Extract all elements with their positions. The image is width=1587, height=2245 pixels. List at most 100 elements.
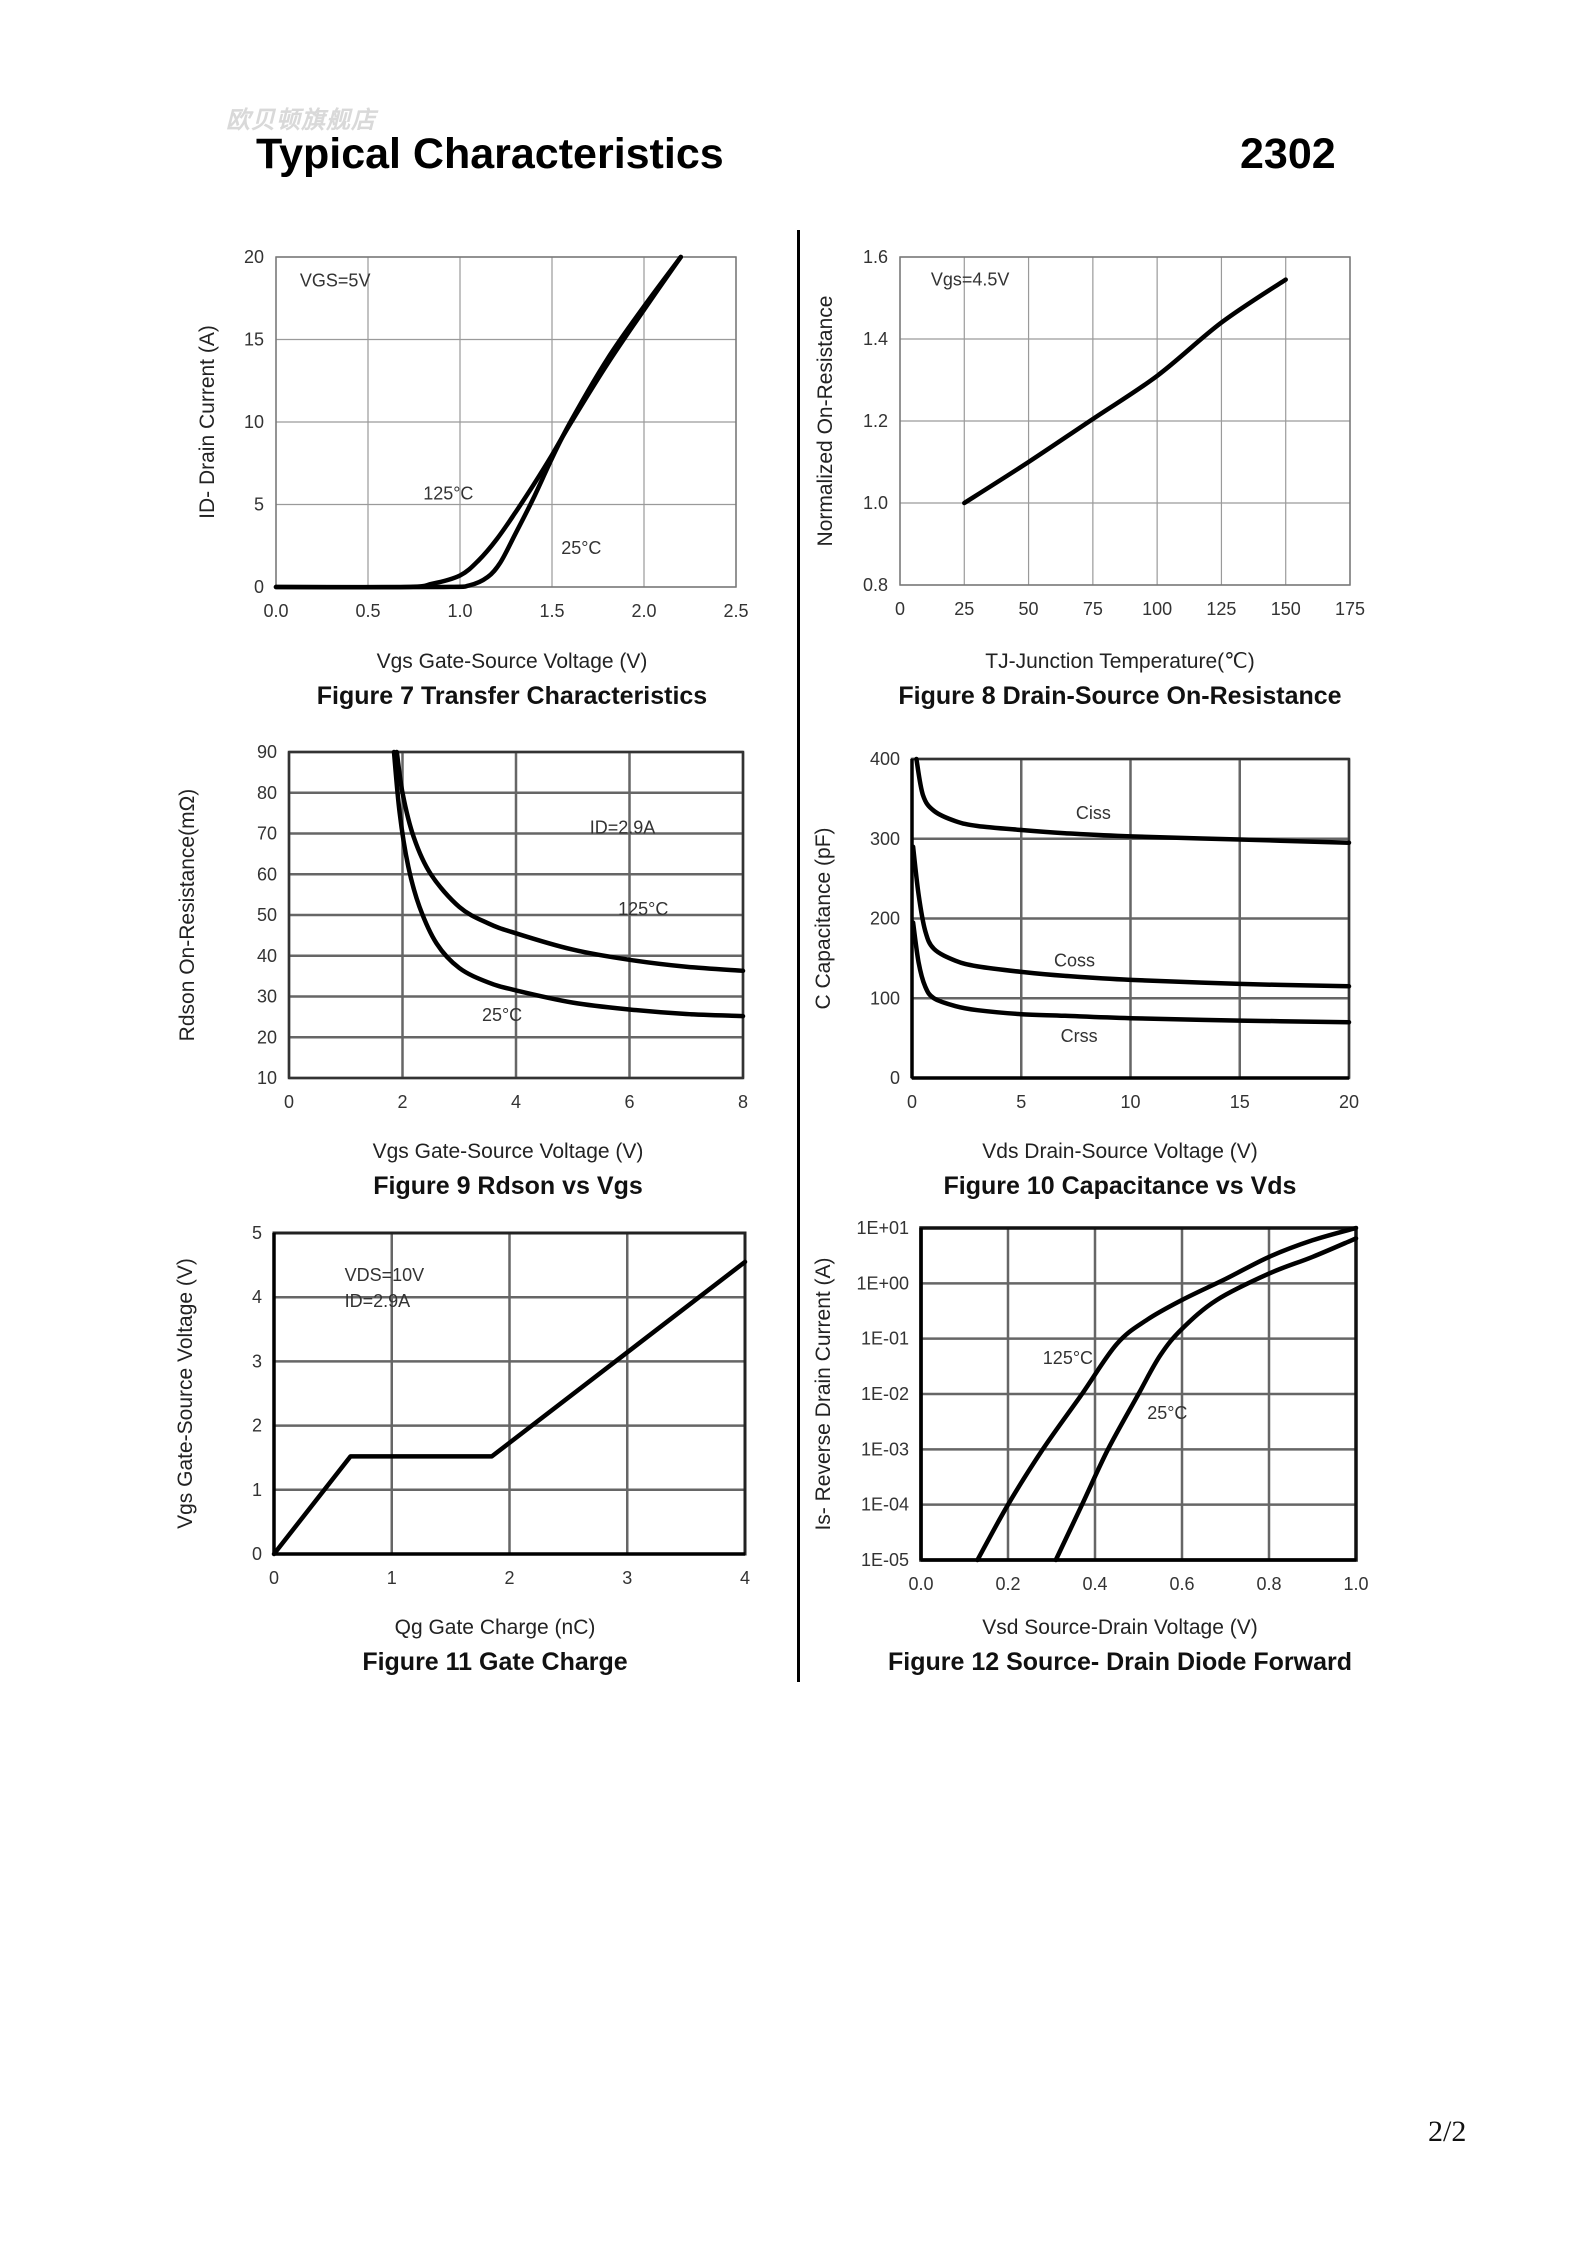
fig8-ytick-label: 1.6 xyxy=(863,247,888,267)
fig10-annotation: Ciss xyxy=(1076,803,1111,823)
fig9-xtick-label: 2 xyxy=(397,1092,407,1112)
fig12-annotation: 125°C xyxy=(1043,1348,1093,1368)
fig9-ytick-label: 70 xyxy=(257,824,277,844)
fig7-ytick-label: 15 xyxy=(244,330,264,350)
fig10-ytick-label: 100 xyxy=(870,988,900,1008)
fig9-ytick-label: 80 xyxy=(257,783,277,803)
fig11-ytick-label: 3 xyxy=(252,1351,262,1371)
fig7-xtick-label: 1.0 xyxy=(447,601,472,621)
fig9-figure-caption: Figure 9 Rdson vs Vgs xyxy=(373,1172,643,1200)
fig7-xtick-label: 2.5 xyxy=(723,601,748,621)
fig12-xtick-label: 0.0 xyxy=(908,1574,933,1594)
fig7-plot-frame xyxy=(275,256,737,588)
page-number: 2/2 xyxy=(1428,2115,1467,2148)
fig10-series-crss xyxy=(910,920,1352,1025)
fig7-ytick-label: 10 xyxy=(244,412,264,432)
fig9-xtick-label: 6 xyxy=(624,1092,634,1112)
fig9-xtick-label: 8 xyxy=(738,1092,748,1112)
fig12-xtick-label: 1.0 xyxy=(1343,1574,1368,1594)
page-title: Typical Characteristics xyxy=(256,130,724,178)
fig12-xtick-label: 0.8 xyxy=(1256,1574,1281,1594)
fig9-ytick-label: 90 xyxy=(257,742,277,762)
fig11-series-vgs xyxy=(271,1259,748,1557)
fig10-ytick-label: 300 xyxy=(870,829,900,849)
fig11-ytick-label: 0 xyxy=(252,1544,262,1564)
fig12-ytick-label: 1E+01 xyxy=(856,1218,909,1238)
fig10-xaxis-label: Vds Drain-Source Voltage (V) xyxy=(982,1140,1257,1163)
fig8-xtick-label: 75 xyxy=(1083,599,1103,619)
fig11-xtick-label: 3 xyxy=(622,1568,632,1588)
fig12-xtick-label: 0.2 xyxy=(995,1574,1020,1594)
fig8-xaxis-label: TJ-Junction Temperature(℃) xyxy=(985,650,1254,673)
store-watermark: 欧贝顿旗舰店 xyxy=(226,106,376,134)
fig8-xtick-label: 0 xyxy=(895,599,905,619)
fig10-xtick-label: 15 xyxy=(1230,1092,1250,1112)
fig9-ytick-label: 50 xyxy=(257,905,277,925)
fig8-yaxis-label: Normalized On-Resistance xyxy=(814,296,837,547)
fig10-xtick-label: 0 xyxy=(907,1092,917,1112)
fig7-xtick-label: 0.5 xyxy=(355,601,380,621)
fig7-figure-caption: Figure 7 Transfer Characteristics xyxy=(317,682,707,710)
fig8-plot-frame xyxy=(899,256,1351,586)
fig8-xtick-label: 100 xyxy=(1142,599,1172,619)
fig7-xtick-label: 0.0 xyxy=(263,601,288,621)
fig11-xtick-label: 2 xyxy=(504,1568,514,1588)
fig10-ytick-label: 400 xyxy=(870,749,900,769)
fig9-yaxis-label: Rdson On-Resistance(mΩ) xyxy=(176,789,199,1042)
fig7-series-25c xyxy=(273,254,684,590)
fig8-xtick-label: 50 xyxy=(1019,599,1039,619)
fig9-series-25c xyxy=(391,749,746,1019)
fig8-ytick-label: 1.0 xyxy=(863,493,888,513)
fig11-ytick-label: 1 xyxy=(252,1480,262,1500)
fig12-xaxis-label: Vsd Source-Drain Voltage (V) xyxy=(982,1616,1257,1639)
fig10-xtick-label: 5 xyxy=(1016,1092,1026,1112)
fig12-ytick-label: 1E-04 xyxy=(861,1495,909,1515)
fig9-ytick-label: 60 xyxy=(257,864,277,884)
fig12-series-25c xyxy=(1053,1236,1359,1563)
fig8-ytick-label: 1.2 xyxy=(863,411,888,431)
fig8-xtick-label: 25 xyxy=(954,599,974,619)
fig11-figure-caption: Figure 11 Gate Charge xyxy=(362,1648,627,1676)
fig8-ytick-label: 0.8 xyxy=(863,575,888,595)
fig7-annotation: VGS=5V xyxy=(300,271,371,291)
fig9-xtick-label: 0 xyxy=(284,1092,294,1112)
fig11-ytick-label: 4 xyxy=(252,1287,262,1307)
fig11-ytick-label: 2 xyxy=(252,1416,262,1436)
fig9-series-125c xyxy=(394,749,746,974)
fig7-annotation: 125°C xyxy=(423,484,473,504)
fig11-yaxis-label: Vgs Gate-Source Voltage (V) xyxy=(174,1258,197,1529)
fig9-annotation: 125°C xyxy=(618,899,668,919)
fig7-xaxis-label: Vgs Gate-Source Voltage (V) xyxy=(377,650,648,673)
column-divider xyxy=(797,230,800,1682)
fig7-xtick-label: 1.5 xyxy=(539,601,564,621)
fig12-xtick-label: 0.6 xyxy=(1169,1574,1194,1594)
fig9-annotation: 25°C xyxy=(482,1005,522,1025)
fig10-ytick-label: 0 xyxy=(890,1068,900,1088)
fig9-annotation: ID=2.9A xyxy=(590,818,656,838)
fig11-annotation: VDS=10V xyxy=(345,1265,425,1285)
fig8-annotation: Vgs=4.5V xyxy=(931,270,1010,290)
fig10-figure-caption: Figure 10 Capacitance vs Vds xyxy=(944,1172,1297,1200)
fig11-xtick-label: 4 xyxy=(740,1568,750,1588)
fig12-series-125c xyxy=(975,1225,1359,1563)
fig10-yaxis-label: C Capacitance (pF) xyxy=(812,827,835,1009)
fig9-ytick-label: 40 xyxy=(257,946,277,966)
fig10-annotation: Crss xyxy=(1061,1026,1098,1046)
fig11-ytick-label: 5 xyxy=(252,1223,262,1243)
fig9-ytick-label: 10 xyxy=(257,1068,277,1088)
fig11-xaxis-label: Qg Gate Charge (nC) xyxy=(395,1616,596,1639)
fig7-yaxis-label: ID- Drain Current (A) xyxy=(196,325,219,519)
fig12-ytick-label: 1E-01 xyxy=(861,1329,909,1349)
fig10-annotation: Coss xyxy=(1054,950,1095,970)
fig9-ytick-label: 20 xyxy=(257,1027,277,1047)
fig8-figure-caption: Figure 8 Drain-Source On-Resistance xyxy=(898,682,1341,710)
fig11-xtick-label: 0 xyxy=(269,1568,279,1588)
fig9-xtick-label: 4 xyxy=(511,1092,521,1112)
fig12-ytick-label: 1E-02 xyxy=(861,1384,909,1404)
fig12-ytick-label: 1E-03 xyxy=(861,1439,909,1459)
fig12-ytick-label: 1E-05 xyxy=(861,1550,909,1570)
fig11-xtick-label: 1 xyxy=(387,1568,397,1588)
part-number: 2302 xyxy=(1240,130,1336,178)
fig7-ytick-label: 0 xyxy=(254,577,264,597)
